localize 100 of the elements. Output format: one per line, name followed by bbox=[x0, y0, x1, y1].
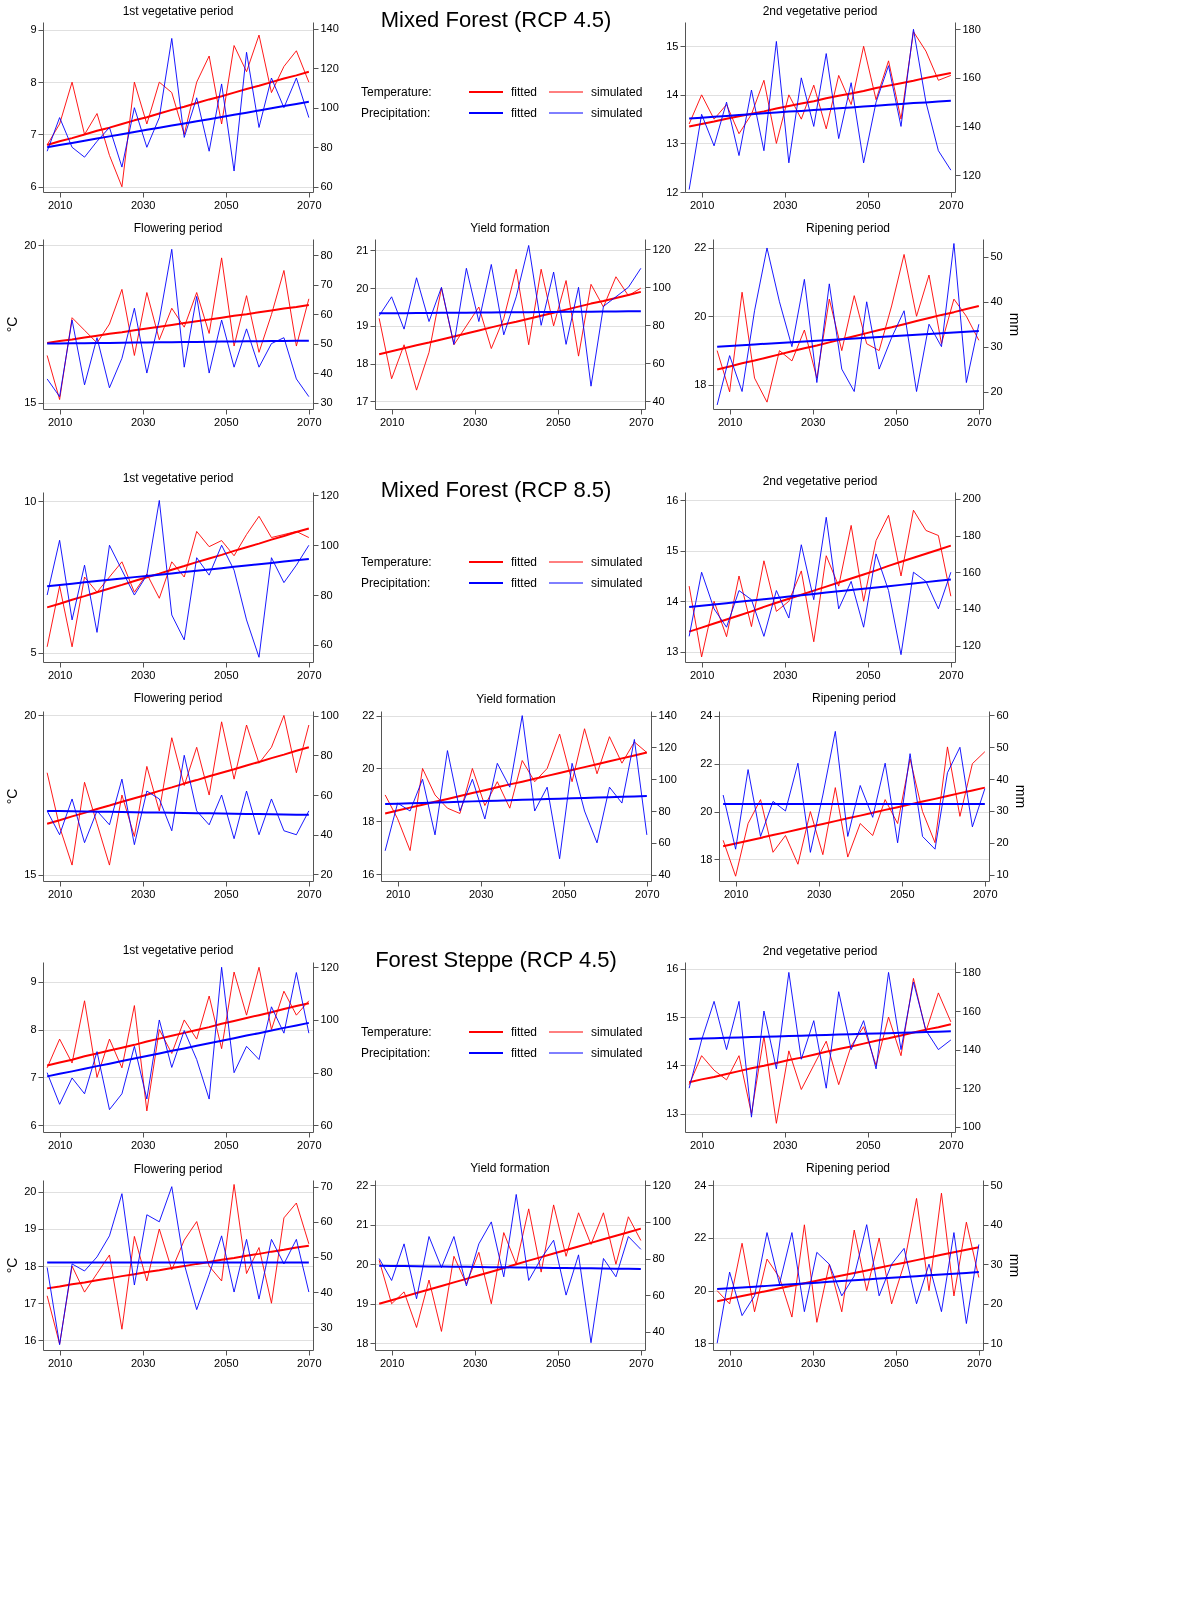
x-tick-label: 2050 bbox=[552, 887, 577, 900]
x-tick-label: 2030 bbox=[130, 415, 156, 428]
x-tick-label: 2050 bbox=[856, 668, 881, 681]
y-tick-label: 10 bbox=[24, 494, 37, 507]
text: Forest Steppe (RCP 4.5) bbox=[375, 947, 617, 972]
x-tick-label: 2030 bbox=[462, 415, 488, 428]
y-tick-label: 7 bbox=[30, 127, 37, 140]
y2-tick-label: 140 bbox=[320, 22, 339, 35]
y2-tick-label: 60 bbox=[320, 788, 333, 801]
x-tick-label: 2030 bbox=[462, 1356, 488, 1369]
y2-tick-label: 80 bbox=[320, 140, 333, 153]
x-tick-label: 2070 bbox=[939, 668, 964, 681]
chart-title: 2nd vegetative period bbox=[762, 944, 878, 958]
y2-tick-label: 50 bbox=[320, 1250, 333, 1263]
x-tick-label: 2050 bbox=[546, 415, 571, 428]
x-tick-label: 2010 bbox=[385, 887, 411, 900]
x-tick-label: 2030 bbox=[800, 415, 826, 428]
x-tick-label: 2070 bbox=[967, 415, 992, 428]
text: fitted bbox=[511, 1046, 538, 1060]
x-tick-label: 2050 bbox=[856, 198, 881, 211]
y2-tick-label: 80 bbox=[320, 748, 333, 761]
y2-tick-label: 200 bbox=[962, 492, 981, 505]
x-tick-label: 2010 bbox=[689, 668, 715, 681]
y2-tick-label: 100 bbox=[320, 709, 339, 722]
y-tick-label: 7 bbox=[30, 1070, 37, 1083]
y2-tick-label: 30 bbox=[320, 396, 333, 409]
y-tick-label: 20 bbox=[24, 1185, 37, 1198]
y-tick-label: 14 bbox=[666, 88, 679, 101]
chart-title: Ripening period bbox=[811, 691, 897, 706]
text: fitted bbox=[511, 576, 538, 590]
y2-tick-label: 10 bbox=[990, 1336, 1003, 1349]
y-tick-label: 19 bbox=[356, 1297, 369, 1310]
chart-title: Yield formation bbox=[470, 1161, 550, 1176]
y2-tick-label: 50 bbox=[990, 250, 1003, 263]
y-tick-label: 18 bbox=[356, 357, 369, 370]
y2-tick-label: 60 bbox=[320, 180, 333, 193]
y2-tick-label: 60 bbox=[658, 836, 671, 849]
x-tick-label: 2030 bbox=[772, 198, 798, 211]
y-tick-label: 19 bbox=[24, 1222, 37, 1235]
x-tick-label: 2070 bbox=[629, 415, 654, 428]
y-tick-label: 24 bbox=[694, 1178, 707, 1191]
text: Temperature: bbox=[361, 1025, 432, 1039]
chart-title: Ripening period bbox=[805, 1161, 891, 1176]
y2-tick-label: 80 bbox=[658, 804, 671, 817]
y2-tick-label: 30 bbox=[320, 1320, 333, 1333]
text: fitted bbox=[511, 85, 538, 99]
y-tick-label: 15 bbox=[666, 544, 679, 557]
y2-tick-label: 100 bbox=[320, 538, 339, 551]
y-tick-label: 24 bbox=[700, 709, 713, 722]
x-tick-label: 2010 bbox=[47, 887, 73, 900]
x-tick-label: 2010 bbox=[689, 1138, 715, 1151]
y2-tick-label: 120 bbox=[962, 639, 981, 652]
y2-axis-title: mm bbox=[1006, 312, 1023, 337]
y-tick-label: 14 bbox=[666, 1058, 679, 1071]
y2-tick-label: 20 bbox=[990, 1297, 1003, 1310]
y2-tick-label: 30 bbox=[990, 340, 1003, 353]
y-tick-label: 22 bbox=[700, 757, 713, 770]
y2-tick-label: 80 bbox=[320, 1066, 333, 1079]
y-tick-label: 16 bbox=[24, 1333, 37, 1346]
x-tick-label: 2050 bbox=[214, 1356, 239, 1369]
y2-tick-label: 80 bbox=[320, 248, 333, 261]
x-tick-label: 2030 bbox=[772, 1138, 798, 1151]
y-tick-label: 12 bbox=[666, 185, 679, 198]
y2-tick-label: 120 bbox=[658, 740, 677, 753]
x-tick-label: 2070 bbox=[297, 198, 322, 211]
y-tick-label: 20 bbox=[694, 309, 707, 322]
x-tick-label: 2050 bbox=[856, 1138, 881, 1151]
text: fitted bbox=[511, 1025, 538, 1039]
y2-tick-label: 120 bbox=[962, 1081, 981, 1094]
y-tick-label: 16 bbox=[666, 493, 679, 506]
y-tick-label: 15 bbox=[24, 396, 37, 409]
text: simulated bbox=[591, 85, 643, 99]
y-axis-title: °C bbox=[4, 788, 21, 805]
x-tick-label: 2070 bbox=[629, 1356, 654, 1369]
text: Mixed Forest (RCP 8.5) bbox=[380, 477, 612, 502]
x-tick-label: 2030 bbox=[130, 668, 156, 681]
y-tick-label: 20 bbox=[356, 1257, 369, 1270]
x-tick-label: 2070 bbox=[297, 887, 322, 900]
y-tick-label: 18 bbox=[362, 814, 375, 827]
x-tick-label: 2030 bbox=[772, 668, 798, 681]
text: Precipitation: bbox=[361, 1046, 431, 1060]
y-tick-label: 18 bbox=[700, 852, 713, 865]
y-tick-label: 15 bbox=[24, 868, 37, 881]
y-tick-label: 16 bbox=[666, 962, 679, 975]
text: fitted bbox=[511, 555, 538, 569]
y2-tick-label: 100 bbox=[320, 1013, 339, 1026]
x-tick-label: 2010 bbox=[379, 415, 405, 428]
x-tick-label: 2070 bbox=[967, 1356, 992, 1369]
x-tick-label: 2050 bbox=[890, 887, 915, 900]
y2-tick-label: 120 bbox=[652, 1178, 671, 1191]
y-tick-label: 22 bbox=[694, 241, 707, 254]
chart-title: Ripening period bbox=[805, 221, 891, 235]
chart-title: 2nd vegetative period bbox=[762, 4, 878, 18]
y2-tick-label: 40 bbox=[990, 1218, 1003, 1231]
text: simulated bbox=[591, 576, 643, 590]
x-tick-label: 2070 bbox=[297, 668, 322, 681]
y-tick-label: 17 bbox=[24, 1296, 37, 1309]
x-tick-label: 2010 bbox=[723, 887, 749, 900]
y2-tick-label: 10 bbox=[996, 868, 1009, 881]
chart-title: 1st vegetative period bbox=[122, 471, 234, 486]
